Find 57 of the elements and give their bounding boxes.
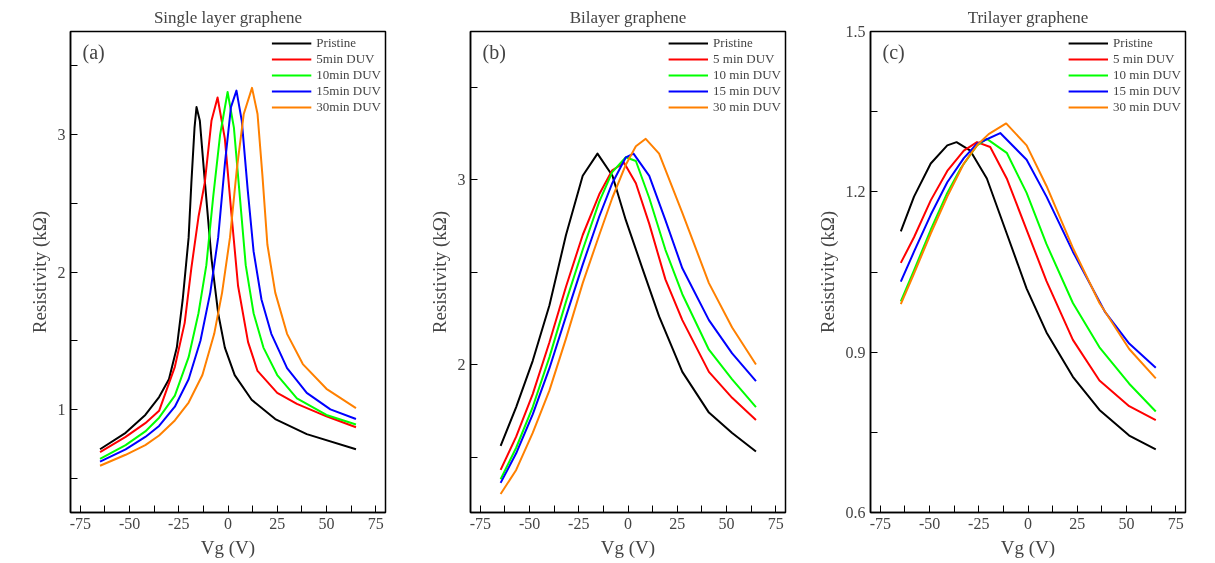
- y-tick-label: 1.2: [845, 183, 866, 201]
- x-axis-title: Vg (V): [600, 536, 656, 559]
- chart-title: Single layer graphene: [153, 7, 303, 27]
- legend-label: 30 min DUV: [1113, 99, 1181, 115]
- x-tick-label: -75: [469, 514, 492, 532]
- legend-label: Pristine: [1113, 35, 1153, 51]
- x-tick-label: 75: [367, 514, 384, 532]
- legend-label: 5 min DUV: [1113, 51, 1175, 67]
- y-tick-label: 0.6: [845, 504, 866, 521]
- x-tick-label: -75: [69, 514, 92, 532]
- x-tick-label: 75: [767, 514, 784, 532]
- legend-label: 10 min DUV: [713, 67, 781, 83]
- x-tick-label: 75: [1167, 514, 1184, 532]
- legend-label: 15 min DUV: [713, 83, 781, 99]
- legend-label: Pristine: [316, 35, 357, 51]
- legend-label: 10min DUV: [316, 67, 381, 83]
- legend-label: 30min DUV: [316, 99, 381, 115]
- x-tick-label: 25: [269, 514, 286, 532]
- legend-label: 15min DUV: [316, 83, 381, 99]
- legend-label: 30 min DUV: [713, 99, 781, 115]
- legend-label: 10 min DUV: [1113, 67, 1181, 83]
- y-tick-label: 2: [57, 263, 66, 281]
- x-tick-label: 50: [718, 514, 735, 532]
- y-axis-title: Resistivity (kΩ): [428, 210, 451, 334]
- x-tick-label: 25: [1069, 514, 1086, 532]
- x-axis-title: Vg (V): [1000, 536, 1056, 559]
- y-tick-label: 2: [457, 356, 466, 373]
- x-tick-label: -75: [869, 514, 892, 532]
- x-axis-title: Vg (V): [200, 536, 256, 559]
- x-tick-label: 50: [318, 514, 335, 532]
- y-tick-label: 1.5: [845, 23, 866, 40]
- x-tick-label: 25: [669, 514, 686, 532]
- annotation: (a): [82, 40, 105, 64]
- x-tick-label: -50: [918, 514, 941, 532]
- x-tick-label: 0: [1024, 514, 1032, 532]
- y-axis-title: Resistivity (kΩ): [28, 210, 51, 334]
- legend-label: 5min DUV: [316, 51, 375, 67]
- x-tick-label: 0: [624, 514, 632, 532]
- chart-title: Trilayer graphene: [967, 7, 1089, 27]
- x-tick-label: 0: [224, 514, 232, 532]
- x-tick-label: -25: [968, 514, 990, 532]
- x-tick-label: -25: [568, 514, 590, 532]
- x-tick-label: -50: [518, 514, 541, 532]
- y-axis-title: Resistivity (kΩ): [816, 210, 839, 334]
- legend-label: Pristine: [713, 35, 753, 51]
- annotation: (b): [482, 40, 506, 64]
- x-tick-label: 50: [1118, 514, 1135, 532]
- y-tick-label: 3: [57, 126, 66, 144]
- annotation: (c): [882, 40, 905, 64]
- legend-label: 5 min DUV: [713, 51, 775, 67]
- chart-title: Bilayer graphene: [569, 7, 687, 27]
- y-tick-label: 3: [457, 171, 466, 188]
- y-tick-label: 0.9: [845, 343, 866, 361]
- legend-label: 15 min DUV: [1113, 83, 1181, 99]
- y-tick-label: 1: [57, 400, 66, 418]
- x-tick-label: -50: [118, 514, 141, 532]
- x-tick-label: -25: [168, 514, 190, 532]
